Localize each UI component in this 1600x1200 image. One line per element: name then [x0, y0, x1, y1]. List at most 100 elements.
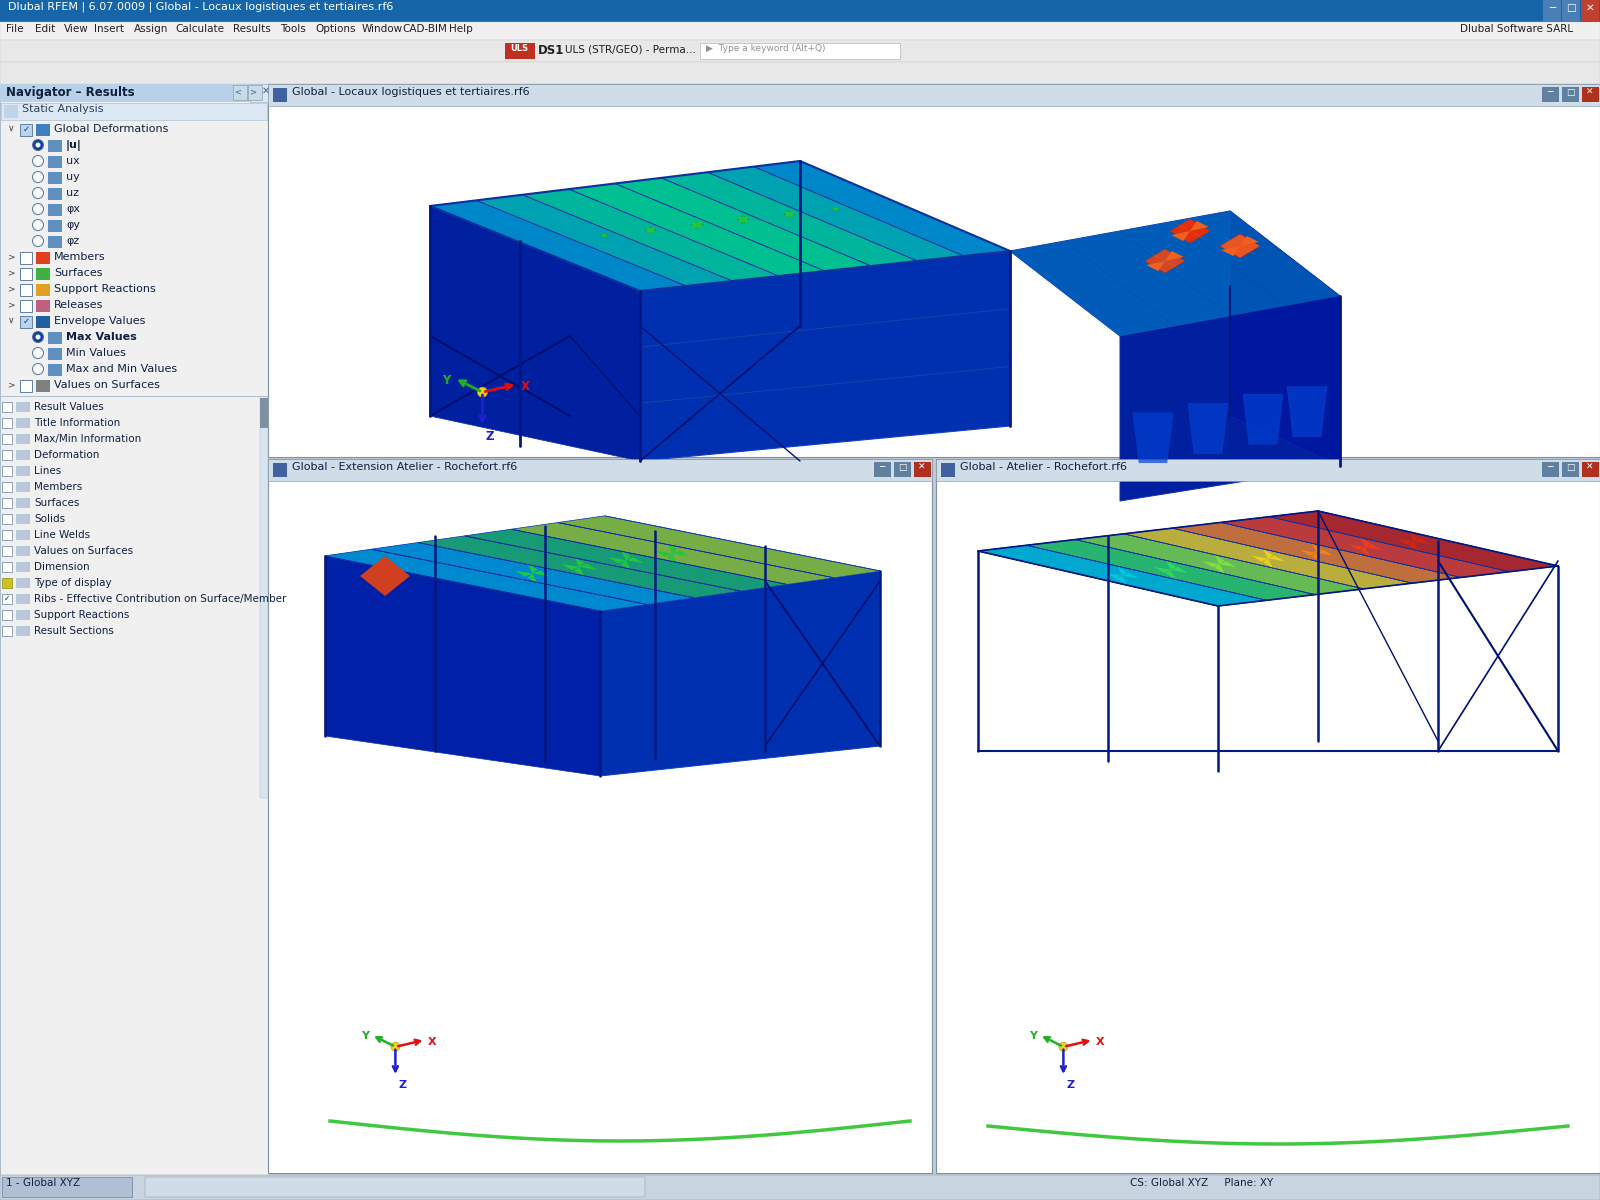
Bar: [48, 156, 62, 168]
Polygon shape: [645, 227, 656, 234]
Text: ✕: ✕: [1586, 88, 1594, 97]
Polygon shape: [789, 212, 794, 215]
Text: Insert: Insert: [93, 24, 123, 34]
Polygon shape: [1397, 539, 1414, 545]
Polygon shape: [654, 551, 672, 557]
Bar: [2, 482, 13, 492]
Polygon shape: [1120, 296, 1341, 502]
Polygon shape: [1262, 550, 1274, 558]
Polygon shape: [661, 173, 917, 266]
Text: X: X: [1096, 1037, 1104, 1046]
Polygon shape: [1117, 566, 1128, 576]
Bar: [2, 578, 13, 588]
Circle shape: [32, 348, 43, 359]
Polygon shape: [1219, 562, 1237, 568]
Text: □: □: [1566, 463, 1574, 472]
Polygon shape: [667, 553, 677, 564]
Bar: [16, 530, 30, 540]
Text: Help: Help: [450, 24, 472, 34]
Text: Max Values: Max Values: [66, 332, 136, 342]
Circle shape: [477, 388, 488, 397]
Text: ✓: ✓: [22, 125, 29, 134]
Bar: [3, 104, 18, 118]
Bar: [16, 514, 30, 524]
Circle shape: [32, 172, 43, 182]
Polygon shape: [1010, 211, 1341, 336]
Text: Ribs - Effective Contribution on Surface/Member: Ribs - Effective Contribution on Surface…: [34, 594, 286, 604]
Polygon shape: [528, 574, 538, 583]
Polygon shape: [691, 222, 698, 224]
Text: 1 - Global XYZ: 1 - Global XYZ: [6, 1178, 80, 1188]
Text: ux: ux: [66, 156, 80, 166]
Bar: [941, 463, 955, 476]
Bar: [16, 626, 30, 636]
Bar: [16, 418, 30, 428]
Bar: [250, 84, 269, 102]
Polygon shape: [1349, 544, 1365, 550]
Polygon shape: [1365, 544, 1382, 550]
Text: ─: ─: [880, 463, 885, 472]
Bar: [269, 458, 931, 1174]
Text: Values on Surfaces: Values on Surfaces: [34, 546, 133, 556]
Text: >: >: [8, 268, 16, 277]
Bar: [2, 578, 13, 588]
Polygon shape: [1027, 540, 1315, 600]
Text: ─: ─: [1547, 88, 1552, 97]
Polygon shape: [1190, 230, 1208, 241]
Text: Z: Z: [485, 430, 494, 443]
Polygon shape: [698, 222, 702, 224]
Bar: [16, 466, 30, 476]
Bar: [35, 252, 50, 264]
Text: Envelope Values: Envelope Values: [54, 316, 146, 326]
Text: Tools: Tools: [280, 24, 306, 34]
Text: Members: Members: [54, 252, 106, 262]
Polygon shape: [834, 209, 835, 210]
Bar: [35, 300, 50, 312]
Text: Solids: Solids: [34, 514, 66, 524]
Polygon shape: [1214, 564, 1224, 574]
Polygon shape: [371, 542, 693, 605]
Polygon shape: [978, 511, 1558, 606]
Polygon shape: [600, 571, 880, 776]
Bar: [35, 284, 50, 296]
Circle shape: [32, 187, 43, 198]
Bar: [2, 514, 13, 524]
Text: DS1: DS1: [538, 44, 565, 56]
Polygon shape: [1414, 539, 1430, 545]
Bar: [16, 498, 30, 508]
Polygon shape: [834, 208, 835, 209]
Polygon shape: [1221, 246, 1240, 256]
Bar: [1542, 86, 1558, 102]
Text: ▶  Type a keyword (Alt+Q): ▶ Type a keyword (Alt+Q): [706, 44, 826, 53]
Text: File: File: [6, 24, 24, 34]
Text: Z: Z: [398, 1080, 406, 1090]
Polygon shape: [1173, 522, 1461, 583]
Polygon shape: [738, 220, 742, 222]
Text: View: View: [64, 24, 90, 34]
Polygon shape: [736, 216, 750, 223]
Bar: [35, 380, 50, 392]
Bar: [269, 84, 1600, 457]
Polygon shape: [698, 224, 702, 228]
Bar: [16, 482, 30, 492]
Polygon shape: [691, 224, 698, 228]
Polygon shape: [430, 206, 640, 461]
Polygon shape: [430, 161, 1010, 290]
Bar: [269, 84, 1600, 1175]
Circle shape: [32, 139, 43, 150]
Bar: [894, 462, 910, 476]
Polygon shape: [1123, 528, 1413, 589]
Polygon shape: [1190, 221, 1208, 230]
Polygon shape: [1122, 572, 1139, 578]
Text: Max and Min Values: Max and Min Values: [66, 364, 178, 374]
Polygon shape: [1174, 211, 1341, 306]
Polygon shape: [608, 557, 626, 563]
Polygon shape: [626, 557, 643, 563]
Polygon shape: [418, 536, 739, 598]
Bar: [274, 463, 286, 476]
Polygon shape: [640, 251, 1010, 461]
Bar: [2, 103, 267, 120]
Bar: [16, 546, 30, 556]
Bar: [19, 252, 32, 264]
Bar: [2, 466, 13, 476]
